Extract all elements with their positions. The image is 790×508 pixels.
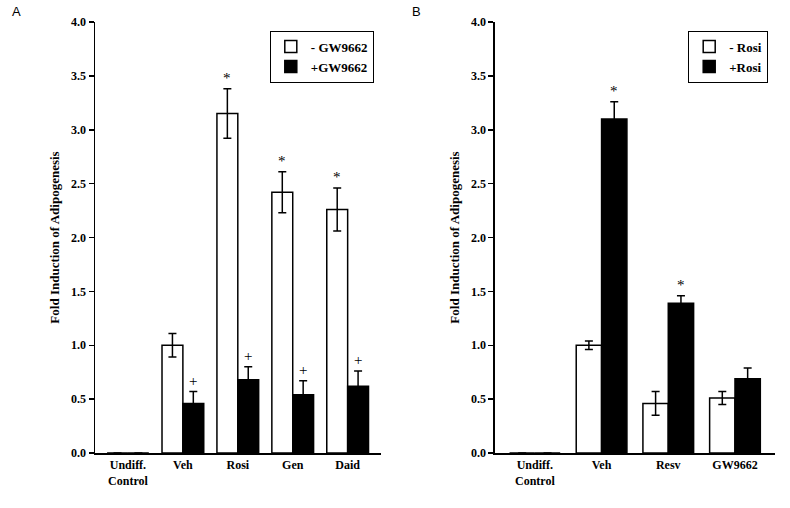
svg-text:+: + [244,348,252,364]
svg-text:- Rosi: - Rosi [729,40,762,55]
svg-text:*: * [333,169,341,185]
svg-text:Fold Induction of Adipogenesis: Fold Induction of Adipogenesis [47,151,62,323]
svg-text:*: * [677,277,685,293]
svg-text:1.0: 1.0 [71,338,86,352]
svg-text:Fold Induction of Adipogenesis: Fold Induction of Adipogenesis [447,151,462,323]
svg-text:0.5: 0.5 [71,392,86,406]
svg-text:4.0: 4.0 [471,15,486,29]
svg-text:*: * [610,83,618,99]
svg-text:0.0: 0.0 [471,446,486,460]
svg-text:Rosi: Rosi [226,458,249,472]
svg-text:3.5: 3.5 [71,69,86,83]
svg-text:3.5: 3.5 [471,69,486,83]
svg-text:1.5: 1.5 [71,285,86,299]
svg-text:+: + [299,362,307,378]
svg-text:2.5: 2.5 [471,177,486,191]
svg-text:*: * [278,153,286,169]
svg-text:Daid: Daid [335,458,360,472]
svg-text:2.0: 2.0 [471,231,486,245]
svg-text:Undiff.Control: Undiff.Control [515,458,555,488]
svg-text:GW9662: GW9662 [712,458,757,472]
svg-text:+Rosi: +Rosi [729,60,761,75]
svg-text:Gen: Gen [282,458,304,472]
svg-text:Veh: Veh [173,458,193,472]
svg-text:1.0: 1.0 [471,338,486,352]
svg-text:4.0: 4.0 [71,15,86,29]
svg-text:B: B [412,4,421,19]
svg-text:2.5: 2.5 [71,177,86,191]
svg-text:Resv: Resv [656,458,681,472]
svg-text:3.0: 3.0 [471,123,486,137]
svg-text:- GW9662: - GW9662 [311,40,368,55]
svg-text:*: * [223,70,231,86]
svg-text:0.5: 0.5 [471,392,486,406]
svg-text:2.0: 2.0 [71,231,86,245]
svg-text:+GW9662: +GW9662 [311,60,368,75]
svg-text:+: + [189,373,197,389]
svg-text:3.0: 3.0 [71,123,86,137]
svg-text:0.0: 0.0 [71,446,86,460]
svg-text:1.5: 1.5 [471,285,486,299]
svg-text:A: A [12,4,21,19]
svg-text:Undiff.Control: Undiff.Control [108,458,148,488]
svg-text:+: + [354,352,362,368]
svg-text:Veh: Veh [592,458,612,472]
